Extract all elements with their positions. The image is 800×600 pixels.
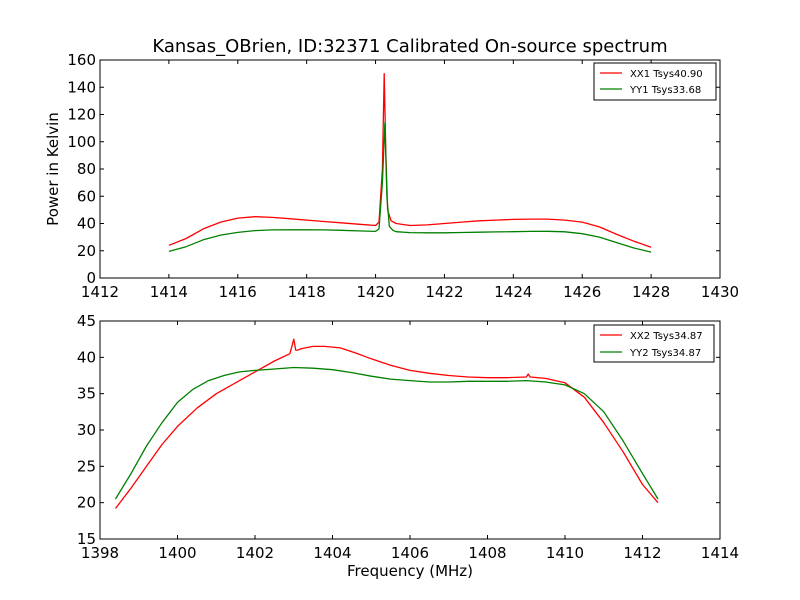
bottom-series-yy2-line: [114, 366, 659, 500]
bottom-series-xx2-line: [114, 338, 659, 509]
top-ytick-label: 140: [67, 78, 96, 96]
bottom-xtick-label: 1398: [81, 544, 119, 562]
bottom-xtick-label: 1400: [158, 544, 196, 562]
top-xtick-label: 1422: [425, 283, 463, 301]
bottom-xtick-label: 1404: [313, 544, 351, 562]
bottom-xtick-label: 1414: [701, 544, 739, 562]
top-xtick-label: 1424: [494, 283, 532, 301]
bottom-ytick-label: 30: [77, 421, 96, 439]
top-xtick-label: 1418: [288, 283, 326, 301]
bottom-axes: 1398 1400 1402 1404 1406 1408 1410 1412 1414 15 20…: [77, 312, 739, 562]
bottom-xtick-label: 1408: [468, 544, 506, 562]
bottom-xtick-label: 1406: [391, 544, 429, 562]
bottom-xtick-label: 1410: [546, 544, 584, 562]
bottom-ytick-label: 20: [77, 494, 96, 512]
bottom-ytick-label: 15: [77, 530, 96, 548]
top-ytick-label: 60: [77, 187, 96, 205]
legend-label-yy2: YY2 Tsys34.87: [629, 348, 701, 359]
bottom-ytick-label: 25: [77, 457, 96, 475]
top-xtick-label: 1414: [150, 283, 188, 301]
top-legend-box: [593, 62, 717, 101]
top-ytick-label: 80: [77, 160, 96, 178]
bottom-ytick-label: 35: [77, 385, 96, 403]
legend-label-xx2: XX2 Tsys34.87: [630, 331, 703, 342]
top-ytick-label: 100: [67, 133, 96, 151]
bottom-xtick-label: 1412: [623, 544, 661, 562]
legend-label-yy1: YY1 Tsys33.68: [629, 85, 701, 96]
top-ytick-label: 40: [77, 215, 96, 233]
top-series-yy1-line: [168, 122, 652, 253]
bottom-xtick-label: 1402: [236, 544, 274, 562]
top-ticks: 1412 1414 1416 1418 1420 1422 1424 1426 1428 1430…: [67, 51, 739, 301]
top-xtick-label: 1426: [563, 283, 601, 301]
top-ytick-label: 20: [77, 242, 96, 260]
top-axes: 1412 1414 1416 1418 1420 1422 1424 1426 1428 1430…: [67, 51, 739, 301]
bottom-ytick-label: 40: [77, 348, 96, 366]
chart-title: Kansas_OBrien, ID:32371 Calibrated On-so…: [152, 36, 667, 57]
bottom-legend-box: [593, 324, 715, 363]
bottom-ticks: 1398 1400 1402 1404 1406 1408 1410 1412 1414 15 20…: [77, 312, 739, 562]
bottom-ytick-label: 45: [77, 312, 96, 330]
top-legend: XX1 Tsys40.90 YY1 Tsys33.68: [593, 62, 717, 101]
top-ytick-label: 120: [67, 106, 96, 124]
top-xtick-label: 1430: [701, 283, 739, 301]
x-axis-label: Frequency (MHz): [347, 562, 473, 580]
top-xtick-label: 1412: [81, 283, 119, 301]
bottom-legend: XX2 Tsys34.87 YY2 Tsys34.87: [593, 324, 715, 363]
y-axis-label: Power in Kelvin: [44, 112, 62, 226]
legend-label-xx1: XX1 Tsys40.90: [630, 69, 703, 80]
top-xtick-label: 1420: [356, 283, 394, 301]
bottom-series-lines: [114, 338, 659, 509]
top-series-lines: [168, 72, 652, 253]
top-ytick-label: 160: [67, 51, 96, 69]
top-xtick-label: 1428: [632, 283, 670, 301]
top-ytick-label: 0: [86, 269, 96, 287]
top-xtick-label: 1416: [219, 283, 257, 301]
